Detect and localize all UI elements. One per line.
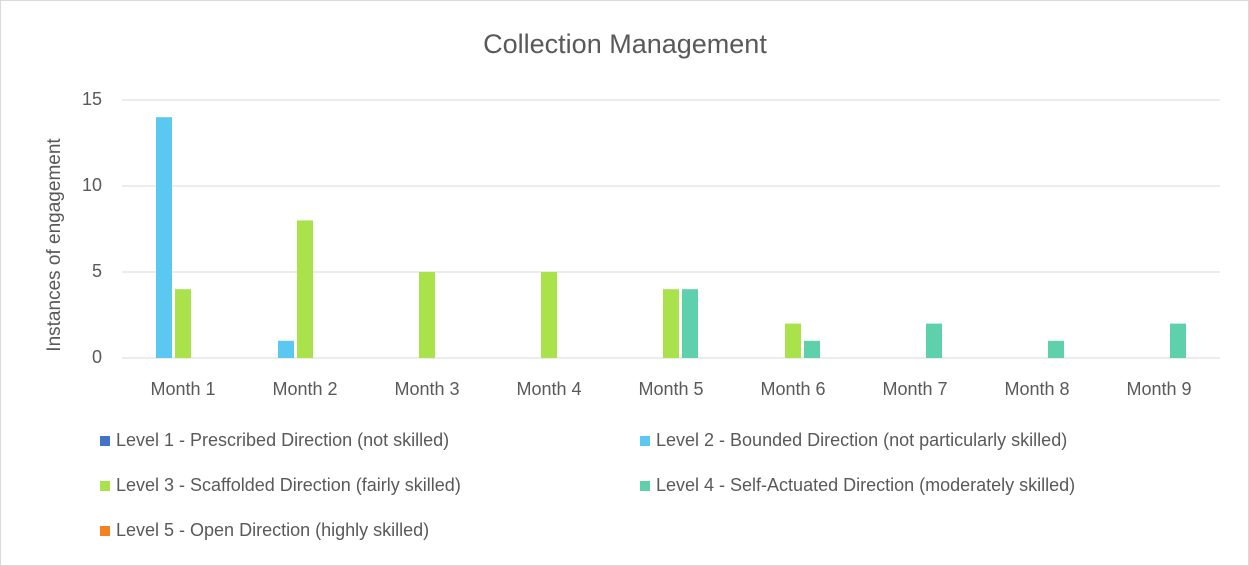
legend-label: Level 4 - Self-Actuated Direction (moder… — [656, 475, 1075, 495]
bar — [419, 272, 435, 358]
x-tick-label: Month 2 — [272, 379, 337, 399]
bar — [175, 289, 191, 358]
y-tick-label: 15 — [82, 89, 102, 109]
x-tick-label: Month 9 — [1126, 379, 1191, 399]
legend-swatch — [100, 481, 110, 491]
bar — [682, 289, 698, 358]
legend-swatch — [100, 436, 110, 446]
y-tick-label: 10 — [82, 175, 102, 195]
bar — [663, 289, 679, 358]
x-tick-label: Month 7 — [882, 379, 947, 399]
legend-label: Level 1 - Prescribed Direction (not skil… — [116, 430, 449, 450]
x-tick-label: Month 8 — [1004, 379, 1069, 399]
y-tick-label: 5 — [92, 261, 102, 281]
y-tick-label: 0 — [92, 347, 102, 367]
x-tick-label: Month 5 — [638, 379, 703, 399]
legend-label: Level 3 - Scaffolded Direction (fairly s… — [116, 475, 461, 495]
bar — [1170, 323, 1186, 358]
chart-title: Collection Management — [483, 29, 767, 59]
bar — [926, 323, 942, 358]
y-axis-label: Instances of engagement — [44, 138, 65, 352]
x-tick-label: Month 6 — [760, 379, 825, 399]
bar — [1048, 340, 1064, 358]
legend-swatch — [640, 436, 650, 446]
x-tick-label: Month 4 — [516, 379, 581, 399]
bar — [785, 323, 801, 358]
legend-swatch — [640, 481, 650, 491]
bar — [278, 340, 294, 358]
bar — [297, 220, 313, 358]
x-tick-label: Month 3 — [394, 379, 459, 399]
bar — [156, 117, 172, 358]
legend-label: Level 5 - Open Direction (highly skilled… — [116, 520, 429, 540]
legend-label: Level 2 - Bounded Direction (not particu… — [656, 430, 1067, 450]
legend-swatch — [100, 526, 110, 536]
x-tick-label: Month 1 — [150, 379, 215, 399]
bar — [541, 272, 557, 358]
bar — [804, 340, 820, 358]
